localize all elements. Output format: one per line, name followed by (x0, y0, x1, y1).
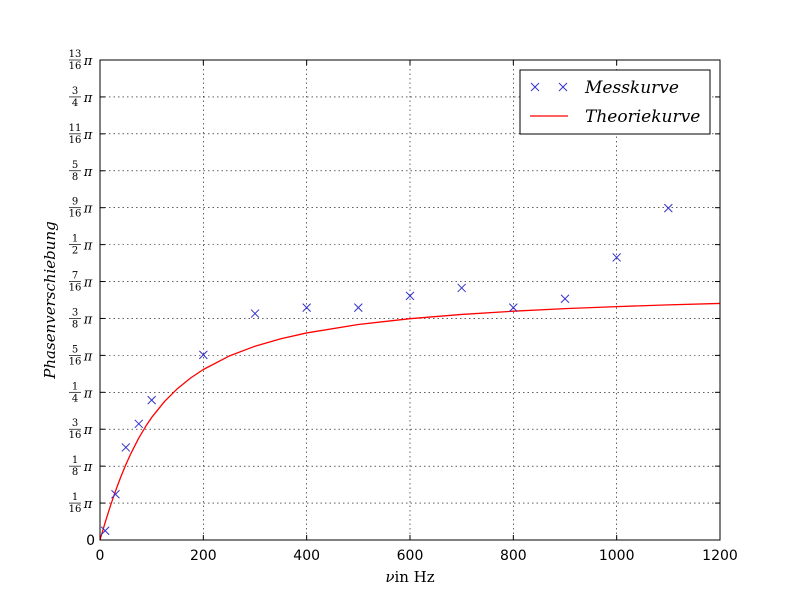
y-tick-pi-symbol: π (83, 239, 93, 254)
y-tick-pi-symbol: π (83, 497, 93, 512)
y-tick-pi-symbol: π (83, 386, 93, 401)
y-tick-numerator: 1 (72, 455, 78, 466)
data-markers (100, 203, 673, 536)
y-tick-denominator: 16 (69, 209, 82, 220)
messkurve-point (100, 526, 110, 536)
y-tick-denominator: 2 (72, 246, 78, 257)
legend-box (519, 69, 711, 135)
y-tick-pi-symbol: π (83, 202, 93, 217)
y-tick-label: 916 π (69, 197, 93, 220)
y-tick-pi-symbol: π (83, 276, 93, 291)
y-tick-pi-symbol: π (83, 91, 93, 106)
y-tick-numerator: 5 (72, 160, 78, 171)
messkurve-point (302, 303, 312, 313)
x-tick-label: 1200 (702, 548, 738, 564)
y-tick-pi-symbol: π (83, 128, 93, 143)
y-tick-numerator: 1 (72, 234, 78, 245)
y-tick-denominator: 16 (69, 504, 82, 515)
y-tick-label: 14 π (69, 381, 93, 404)
x-tick-label: 200 (190, 548, 217, 564)
legend-label-theoriekurve: Theoriekurve (585, 107, 700, 127)
y-tick-pi-symbol: π (83, 312, 93, 327)
y-tick-numerator: 1 (72, 492, 78, 503)
legend-marker-messkurve (530, 82, 568, 92)
legend-entry-messkurve: Messkurve (530, 78, 679, 98)
messkurve-point (508, 303, 518, 313)
x-tick-label: 600 (397, 548, 424, 564)
y-tick-label: 116 π (69, 492, 93, 515)
messkurve-point (121, 443, 131, 452)
y-tick-numerator: 7 (72, 271, 78, 282)
legend-x-marker (530, 82, 540, 92)
y-tick-label: 38 π (69, 307, 93, 330)
messkurve-point (198, 350, 208, 360)
y-tick-label: 0 (86, 533, 95, 549)
axis-ticks (99, 59, 721, 541)
y-tick-label: 12 π (69, 234, 93, 257)
y-tick-denominator: 16 (69, 61, 82, 72)
messkurve-point (250, 309, 260, 318)
y-tick-pi-symbol: π (83, 349, 93, 364)
y-tick-pi-symbol: π (83, 54, 93, 69)
y-tick-numerator: 1 (72, 381, 78, 392)
y-tick-numerator: 5 (72, 344, 78, 355)
y-tick-label: 316 π (69, 418, 93, 441)
messkurve-point (560, 294, 570, 304)
messkurve-point (147, 395, 157, 405)
messkurve-point (457, 283, 467, 293)
y-tick-label: 716 π (69, 271, 93, 294)
y-tick-denominator: 16 (69, 135, 82, 146)
legend-entry-theoriekurve: Theoriekurve (530, 107, 700, 127)
y-tick-denominator: 16 (69, 430, 82, 441)
y-axis-label: Phasenverschiebung (41, 221, 59, 379)
y-tick-denominator: 4 (72, 393, 78, 404)
grid-lines (100, 60, 720, 540)
theoriekurve-line (99, 302, 721, 541)
y-tick-denominator: 8 (72, 467, 78, 478)
y-tick-pi-symbol: π (83, 460, 93, 475)
messkurve-point (405, 291, 415, 301)
y-tick-label: 34 π (69, 86, 93, 109)
messkurve-point (111, 489, 120, 499)
plot-area (99, 302, 721, 541)
x-tick-label: 0 (96, 548, 105, 564)
legend-x-marker (558, 82, 568, 92)
x-tick-label: 1000 (599, 548, 635, 564)
y-tick-numerator: 11 (69, 123, 82, 134)
y-tick-numerator: 9 (72, 197, 78, 208)
y-tick-denominator: 8 (72, 172, 78, 183)
y-tick-numerator: 13 (69, 49, 82, 60)
x-axis-symbol: ν (385, 568, 394, 586)
messkurve-point (663, 203, 673, 213)
x-axis-label: νin Hz (385, 568, 434, 586)
messkurve-point (134, 419, 144, 429)
legend-label-messkurve: Messkurve (584, 78, 679, 98)
y-tick-denominator: 16 (69, 356, 82, 367)
y-tick-label: 58 π (69, 160, 93, 183)
y-tick-denominator: 4 (72, 98, 78, 109)
y-tick-numerator: 3 (72, 86, 78, 97)
y-tick-pi-symbol: π (83, 165, 93, 180)
y-tick-pi-symbol: π (83, 423, 93, 438)
y-tick-label: 18 π (69, 455, 93, 478)
x-axis-unit: in Hz (394, 568, 434, 586)
y-tick-denominator: 8 (72, 319, 78, 330)
legend: Messkurve Theoriekurve (519, 69, 711, 135)
x-tick-label: 400 (293, 548, 320, 564)
messkurve-point (612, 253, 622, 262)
y-tick-numerator: 3 (72, 307, 78, 318)
y-tick-numerator: 3 (72, 418, 78, 429)
messkurve-point (353, 303, 363, 313)
y-tick-label: 516 π (69, 344, 93, 367)
x-tick-label: 800 (500, 548, 527, 564)
y-tick-denominator: 16 (69, 283, 82, 294)
